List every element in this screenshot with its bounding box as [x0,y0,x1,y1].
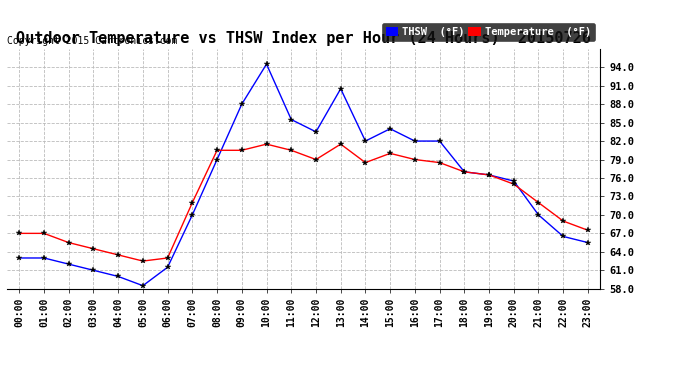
Text: Copyright 2015 Cartronics.com: Copyright 2015 Cartronics.com [7,36,177,46]
Legend: THSW  (°F), Temperature  (°F): THSW (°F), Temperature (°F) [382,23,595,41]
Title: Outdoor Temperature vs THSW Index per Hour (24 Hours)  20150726: Outdoor Temperature vs THSW Index per Ho… [16,31,591,46]
